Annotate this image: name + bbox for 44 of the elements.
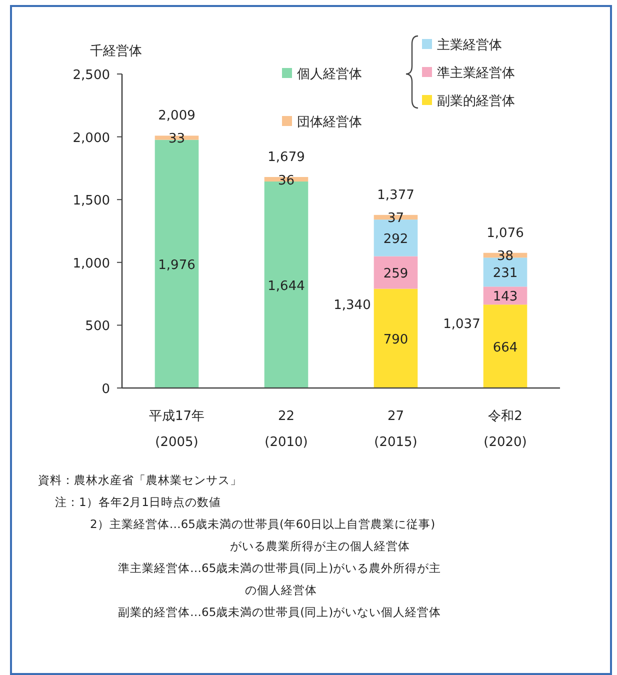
- y-axis-title: 千経営体: [90, 44, 142, 59]
- data-label: 143: [492, 290, 518, 305]
- legend-label: 団体経営体: [297, 115, 362, 130]
- y-tick-label: 500: [85, 319, 110, 334]
- data-label: 292: [383, 232, 408, 247]
- total-label: 1,076: [486, 226, 524, 241]
- total-label: 1,679: [268, 150, 305, 165]
- legend-label: 副業的経営体: [437, 94, 515, 109]
- total-label: 1,377: [377, 188, 414, 203]
- text: 副業的経営体…65歳未満の世帯員(同上)がいない個人経営体: [118, 605, 442, 619]
- data-label: 231: [492, 266, 518, 282]
- data-label: 1,644: [268, 278, 305, 294]
- data-label: 1,976: [158, 258, 196, 273]
- data-label: 664: [492, 340, 518, 356]
- text: 2）主業経営体…65歳未満の世帯員(年60日以上自営農業に従事): [90, 517, 436, 531]
- annotation: 1,340: [334, 298, 371, 313]
- y-tick-label: 1,500: [72, 194, 110, 209]
- legend-label: 個人経営体: [297, 67, 362, 82]
- data-label: 36: [278, 173, 295, 188]
- x-tick-label: 令和2 (2020): [484, 409, 527, 450]
- text: がいる農業所得が主の個人経営体: [230, 539, 410, 553]
- bar: [374, 288, 418, 388]
- x-tick-label: 22 (2010): [264, 409, 308, 450]
- bar: [483, 304, 528, 388]
- x-tick-label: 平成17年 (2005): [148, 409, 205, 450]
- legend-label: 準主業経営体: [437, 65, 515, 81]
- data-label: 259: [383, 266, 408, 282]
- legend-label: 主業経営体: [437, 37, 502, 53]
- data-label: 33: [168, 132, 186, 147]
- data-label: 38: [496, 249, 514, 264]
- data-label: 790: [383, 332, 408, 348]
- text: 注：1）各年2月1日時点の数値: [55, 495, 221, 509]
- text: 資料：農林水産省「農林業センサス」: [38, 473, 242, 487]
- total-label: 2,009: [158, 108, 196, 124]
- bar: [374, 256, 418, 289]
- y-tick-label: 2,500: [72, 68, 110, 83]
- data-label: 37: [387, 211, 404, 226]
- y-tick-label: 0: [102, 382, 110, 397]
- annotation: 1,037: [443, 316, 480, 332]
- y-tick-label: 2,000: [72, 130, 110, 146]
- text: 準主業経営体…65歳未満の世帯員(同上)がいる農外所得が主: [118, 561, 442, 575]
- y-tick-label: 1,000: [72, 256, 110, 272]
- x-tick-label: 27 (2015): [374, 409, 418, 450]
- text: の個人経営体: [245, 583, 317, 597]
